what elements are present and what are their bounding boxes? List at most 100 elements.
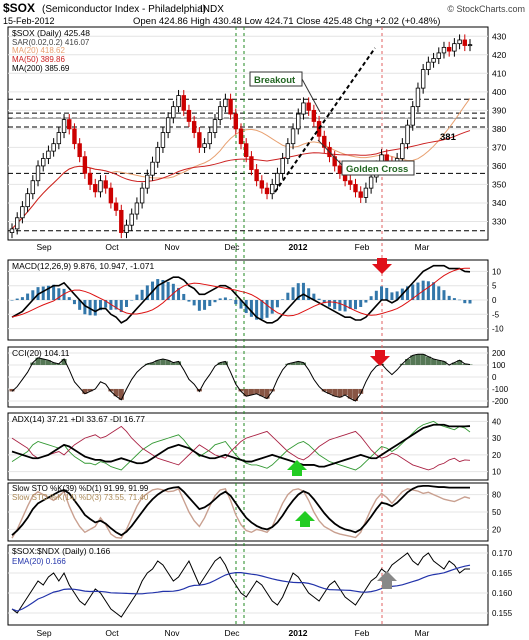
candle-body bbox=[20, 206, 25, 219]
candle-body bbox=[415, 87, 421, 108]
macd-histogram-bar bbox=[171, 283, 175, 300]
legend-ma50: MA(50) 389.86 bbox=[12, 55, 65, 64]
macd-histogram-bar bbox=[93, 300, 97, 316]
macd-histogram-bar bbox=[301, 282, 305, 300]
candle-body bbox=[15, 217, 20, 230]
candle-body bbox=[98, 180, 103, 193]
ohlc-label: Open 424.86 High 430.48 Low 424.71 Close… bbox=[133, 16, 440, 27]
macd-histogram-bar bbox=[265, 300, 269, 318]
golden-cross-pointer bbox=[317, 139, 343, 166]
candle-body bbox=[410, 106, 415, 126]
legend-sar: SAR(0.02,0.2) 416.07 bbox=[12, 38, 90, 47]
candle-body bbox=[181, 95, 186, 111]
macd-histogram-bar bbox=[322, 300, 326, 304]
y-tick-label: 30 bbox=[492, 434, 501, 443]
macd-histogram-bar bbox=[338, 300, 342, 311]
macd-histogram-bar bbox=[213, 300, 217, 303]
candle-body bbox=[9, 228, 15, 233]
symbol-name: (Semiconductor Index - Philadelphia) bbox=[42, 4, 206, 15]
sto-label-1: Slow STO %K(39) %D(1) 91.99, 91.99 bbox=[12, 484, 149, 493]
candle-body bbox=[223, 98, 228, 108]
candle-body bbox=[72, 128, 77, 145]
sto39-line bbox=[11, 484, 471, 537]
x-tick-label: Mar bbox=[415, 242, 430, 252]
macd-histogram-bar bbox=[203, 300, 207, 310]
macd-histogram-bar bbox=[234, 300, 238, 305]
candle-body bbox=[191, 121, 197, 133]
candle-body bbox=[264, 187, 270, 195]
macd-histogram-bar bbox=[327, 300, 331, 307]
candle-body bbox=[280, 158, 285, 174]
candle-body bbox=[322, 135, 327, 148]
y-tick-label: 10 bbox=[492, 267, 501, 276]
y-tick-label: 40 bbox=[492, 417, 501, 426]
macd-histogram-bar bbox=[125, 300, 128, 307]
macd-histogram-bar bbox=[166, 281, 170, 300]
macd-signal-line bbox=[11, 267, 471, 318]
macd-histogram-bar bbox=[255, 300, 259, 320]
macd-histogram-bar bbox=[296, 283, 300, 300]
x-tick-label: Sep bbox=[36, 628, 51, 638]
sto-label-2: Slow STO %K(14) %D(3) 73.55, 71.40 bbox=[12, 493, 149, 502]
y-tick-label: 5 bbox=[492, 282, 497, 291]
candle-body bbox=[165, 117, 171, 133]
candle-body bbox=[296, 113, 301, 130]
up-arrow-icon bbox=[377, 571, 397, 589]
candle-body bbox=[171, 106, 176, 119]
trendline bbox=[274, 47, 376, 193]
macd-histogram-bar bbox=[260, 300, 264, 320]
macd-histogram-bar bbox=[218, 298, 222, 300]
candle-body bbox=[202, 143, 207, 148]
y-tick-label: 200 bbox=[492, 349, 506, 358]
candle-body bbox=[103, 180, 108, 189]
candle-body bbox=[61, 119, 67, 133]
candle-body bbox=[56, 132, 62, 145]
macd-histogram-bar bbox=[312, 293, 316, 300]
golden-cross-box bbox=[341, 160, 415, 176]
y-tick-label: 360 bbox=[492, 161, 506, 171]
candle-body bbox=[400, 143, 405, 159]
sto14-line bbox=[11, 487, 471, 539]
macd-histogram-bar bbox=[447, 295, 451, 300]
ma50-line bbox=[11, 130, 471, 230]
candle-body bbox=[82, 156, 88, 174]
breakout-label: Breakout bbox=[254, 75, 296, 86]
macd-histogram-bar bbox=[10, 300, 14, 301]
candle-body bbox=[197, 132, 202, 148]
candle-body bbox=[457, 39, 462, 45]
macd-histogram-bar bbox=[72, 300, 76, 305]
macd-histogram-bar bbox=[88, 300, 92, 316]
candle-body bbox=[467, 44, 473, 47]
macd-histogram-bar bbox=[156, 279, 160, 300]
macd-histogram-bar bbox=[359, 300, 363, 307]
macd-histogram-bar bbox=[229, 299, 233, 300]
macd-histogram-bar bbox=[395, 291, 399, 300]
y-tick-label: 0.170 bbox=[492, 549, 513, 558]
candle-body bbox=[316, 121, 322, 137]
macd-histogram-bar bbox=[452, 298, 456, 300]
x-tick-label: Oct bbox=[105, 628, 119, 638]
watermark: © StockCharts.com bbox=[447, 4, 525, 14]
x-tick-label: Dec bbox=[224, 242, 240, 252]
macd-histogram-bar bbox=[130, 300, 134, 301]
candle-body bbox=[249, 156, 254, 171]
macd-histogram-bar bbox=[317, 298, 321, 300]
macd-histogram-bar bbox=[432, 282, 436, 300]
candle-body bbox=[41, 158, 46, 167]
candle-body bbox=[186, 109, 192, 122]
macd-histogram-bar bbox=[385, 287, 389, 300]
y-tick-label: 400 bbox=[492, 87, 506, 97]
candle-body bbox=[139, 187, 145, 204]
macd-histogram-bar bbox=[374, 290, 378, 300]
candle-body bbox=[77, 143, 82, 158]
candle-body bbox=[150, 161, 155, 176]
macd-histogram-bar bbox=[161, 280, 165, 300]
x-tick-label: Nov bbox=[164, 242, 180, 252]
axis-ticks: 330340350360370380390400410420430SepSepO… bbox=[36, 31, 512, 638]
candle-body bbox=[217, 106, 223, 121]
macd-histogram-bar bbox=[281, 299, 285, 300]
candle-body bbox=[290, 128, 296, 145]
horizontal-levels bbox=[8, 98, 488, 232]
macd-histogram-bar bbox=[286, 292, 290, 300]
candle-body bbox=[67, 119, 72, 130]
